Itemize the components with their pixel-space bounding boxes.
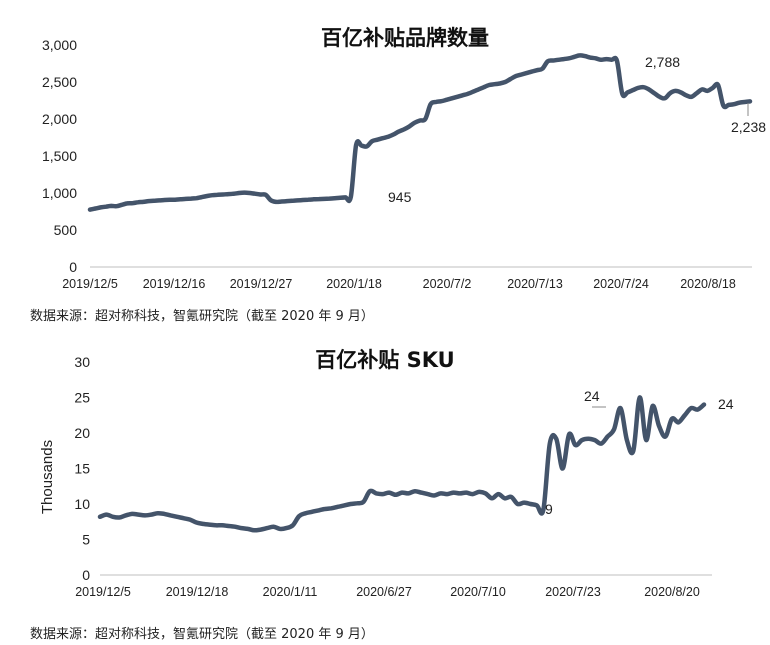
chart2-y-tick-label: 0 bbox=[82, 567, 90, 583]
chart2-annotation-9: 9 bbox=[545, 501, 553, 517]
chart2-series-line bbox=[97, 395, 707, 533]
chart1-annotation-945: 945 bbox=[388, 189, 412, 205]
chart2-annotation-24b: 24 bbox=[718, 396, 734, 412]
chart2-x-tick-label: 2020/8/20 bbox=[644, 585, 700, 599]
chart2-title: 百亿补贴 SKU bbox=[315, 348, 454, 372]
chart1-x-tick-label: 2020/7/2 bbox=[423, 277, 472, 291]
chart1-annotation-2788: 2,788 bbox=[645, 54, 680, 70]
chart1-series-line bbox=[87, 53, 753, 212]
chart1-x-tick-label: 2019/12/27 bbox=[230, 277, 293, 291]
chart1-y-tick-label: 1,000 bbox=[42, 185, 77, 201]
chart2-y-axis-label: Thousands bbox=[39, 440, 56, 514]
chart2-x-tick-label: 2020/1/11 bbox=[263, 585, 318, 599]
chart1-annotation-2238: 2,238 bbox=[731, 119, 766, 135]
chart2-x-tick-label: 2020/6/27 bbox=[356, 585, 412, 599]
chart2-y-tick-label: 10 bbox=[74, 496, 90, 512]
chart2-x-tick-label: 2020/7/23 bbox=[545, 585, 601, 599]
chart2-y-tick-label: 20 bbox=[74, 425, 90, 441]
chart1-x-tick-label: 2019/12/16 bbox=[143, 277, 206, 291]
chart2-source-note: 数据来源：超对称科技，智氪研究院（截至 2020 年 9 月） bbox=[30, 626, 374, 642]
chart2-x-tick-label: 2019/12/5 bbox=[75, 585, 131, 599]
chart1-y-tick-label: 2,000 bbox=[42, 111, 77, 127]
chart1-source-note: 数据来源：超对称科技，智氪研究院（截至 2020 年 9 月） bbox=[30, 308, 374, 324]
chart1-title: 百亿补贴品牌数量 bbox=[321, 26, 489, 50]
chart1-y-tick-label: 1,500 bbox=[42, 148, 77, 164]
chart2-x-axis: 2019/12/5 2019/12/18 2020/1/11 2020/6/27 202… bbox=[75, 585, 700, 599]
chart1-y-tick-label: 2,500 bbox=[42, 74, 77, 90]
chart1-x-tick-label: 2020/7/24 bbox=[593, 277, 649, 291]
chart2-y-tick-label: 5 bbox=[82, 532, 90, 548]
chart2-y-tick-label: 30 bbox=[74, 354, 90, 370]
chart1-x-tick-label: 2020/7/13 bbox=[507, 277, 563, 291]
chart1-y-tick-label: 500 bbox=[54, 222, 78, 238]
chart1-x-tick-label: 2019/12/5 bbox=[62, 277, 118, 291]
chart1-y-tick-label: 3,000 bbox=[42, 37, 77, 53]
chart1-x-tick-label: 2020/8/18 bbox=[680, 277, 736, 291]
chart-sku: 百亿补贴 SKU Thousands 0 5 10 15 20 25 30 2019/12/… bbox=[30, 348, 734, 642]
chart1-x-axis: 2019/12/5 2019/12/16 2019/12/27 2020/1/18 20… bbox=[62, 277, 736, 291]
chart-brand-count: 百亿补贴品牌数量 0 500 1,000 1,500 2,000 2,500 3,000 2… bbox=[30, 26, 766, 324]
chart2-annotation-24a: 24 bbox=[584, 388, 600, 404]
chart2-x-tick-label: 2020/7/10 bbox=[450, 585, 506, 599]
chart1-y-tick-label: 0 bbox=[69, 259, 77, 275]
chart1-y-axis: 0 500 1,000 1,500 2,000 2,500 3,000 bbox=[42, 37, 77, 275]
chart2-x-tick-label: 2019/12/18 bbox=[166, 585, 229, 599]
chart2-y-axis: 0 5 10 15 20 25 30 bbox=[74, 354, 90, 583]
chart1-x-tick-label: 2020/1/18 bbox=[326, 277, 382, 291]
chart2-y-tick-label: 25 bbox=[74, 390, 90, 406]
chart2-y-tick-label: 15 bbox=[74, 461, 90, 477]
